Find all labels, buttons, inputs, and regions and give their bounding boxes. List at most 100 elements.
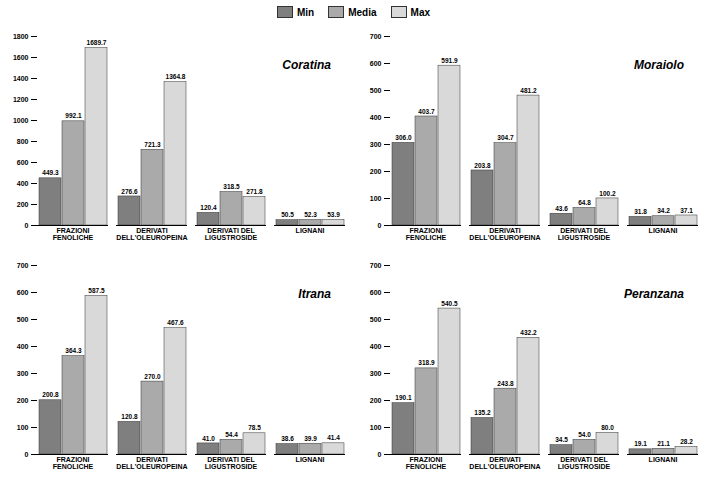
svg-text:400: 400 (370, 114, 382, 121)
svg-text:276.6: 276.6 (121, 188, 138, 195)
svg-text:80.0: 80.0 (601, 424, 614, 431)
svg-text:481.2: 481.2 (520, 87, 537, 94)
svg-text:600: 600 (370, 289, 382, 296)
svg-text:700: 700 (370, 262, 382, 269)
svg-text:53.9: 53.9 (327, 211, 340, 218)
svg-text:500: 500 (17, 316, 29, 323)
svg-text:19.1: 19.1 (634, 440, 647, 447)
svg-text:LIGNANI: LIGNANI (296, 456, 325, 463)
svg-text:600: 600 (17, 159, 29, 166)
svg-text:31.8: 31.8 (634, 208, 647, 215)
svg-text:1689.7: 1689.7 (87, 39, 107, 46)
svg-text:304.7: 304.7 (497, 134, 514, 141)
svg-text:400: 400 (370, 343, 382, 350)
svg-text:LIGNANI: LIGNANI (649, 456, 678, 463)
svg-text:21.1: 21.1 (657, 440, 670, 447)
svg-text:467.6: 467.6 (167, 319, 184, 326)
svg-text:318.5: 318.5 (223, 183, 240, 190)
svg-text:300: 300 (370, 141, 382, 148)
svg-text:318.9: 318.9 (418, 359, 435, 366)
svg-text:52.3: 52.3 (304, 211, 317, 218)
html-text:Moraiolo: Moraiolo (634, 58, 684, 72)
svg-text:0: 0 (378, 451, 382, 458)
svg-text:0: 0 (378, 222, 382, 229)
svg-text:135.2: 135.2 (474, 409, 491, 416)
svg-text:120.8: 120.8 (121, 413, 138, 420)
svg-text:FRAZIONIFENOLICHE: FRAZIONIFENOLICHE (53, 227, 94, 241)
svg-text:190.1: 190.1 (395, 394, 412, 401)
svg-text:41.0: 41.0 (202, 435, 215, 442)
svg-text:41.4: 41.4 (327, 434, 340, 441)
svg-text:271.8: 271.8 (246, 188, 263, 195)
svg-text:DERIVATIDELL'OLEUROPEINA: DERIVATIDELL'OLEUROPEINA (116, 227, 187, 241)
svg-text:364.3: 364.3 (65, 347, 82, 354)
svg-text:38.6: 38.6 (281, 435, 294, 442)
svg-text:300: 300 (370, 370, 382, 377)
svg-text:DERIVATI DELLIGUSTROSIDE: DERIVATI DELLIGUSTROSIDE (558, 227, 611, 241)
svg-text:1400: 1400 (13, 75, 29, 82)
svg-text:432.2: 432.2 (520, 329, 537, 336)
svg-text:1600: 1600 (13, 54, 29, 61)
svg-text:270.0: 270.0 (144, 373, 161, 380)
svg-text:500: 500 (370, 316, 382, 323)
svg-text:DERIVATIDELL'OLEUROPEINA: DERIVATIDELL'OLEUROPEINA (116, 456, 187, 470)
svg-text:54.4: 54.4 (225, 431, 238, 438)
svg-text:300: 300 (17, 370, 29, 377)
svg-text:FRAZIONIFENOLICHE: FRAZIONIFENOLICHE (406, 227, 447, 241)
svg-text:34.2: 34.2 (657, 207, 670, 214)
svg-text:200.8: 200.8 (42, 391, 59, 398)
svg-text:800: 800 (17, 138, 29, 145)
svg-text:600: 600 (17, 289, 29, 296)
svg-text:DERIVATIDELL'OLEUROPEINA: DERIVATIDELL'OLEUROPEINA (469, 456, 540, 470)
svg-text:0: 0 (25, 222, 29, 229)
svg-text:400: 400 (17, 180, 29, 187)
svg-text:992.1: 992.1 (65, 112, 82, 119)
svg-text:FRAZIONIFENOLICHE: FRAZIONIFENOLICHE (406, 456, 447, 470)
svg-text:200: 200 (370, 397, 382, 404)
svg-text:243.8: 243.8 (497, 380, 514, 387)
svg-text:700: 700 (17, 262, 29, 269)
svg-text:39.9: 39.9 (304, 435, 317, 442)
svg-text:400: 400 (17, 343, 29, 350)
svg-text:28.2: 28.2 (680, 438, 693, 445)
svg-text:50.5: 50.5 (281, 211, 294, 218)
svg-text:540.5: 540.5 (441, 300, 458, 307)
svg-text:100: 100 (370, 424, 382, 431)
svg-text:1364.8: 1364.8 (166, 73, 186, 80)
svg-text:200: 200 (370, 168, 382, 175)
svg-text:200: 200 (17, 201, 29, 208)
svg-text:587.5: 587.5 (88, 287, 105, 294)
svg-text:100: 100 (17, 424, 29, 431)
svg-text:600: 600 (370, 60, 382, 67)
svg-text:64.8: 64.8 (578, 199, 591, 206)
svg-text:500: 500 (370, 87, 382, 94)
svg-text:120.4: 120.4 (200, 204, 217, 211)
svg-text:FRAZIONIFENOLICHE: FRAZIONIFENOLICHE (53, 456, 94, 470)
svg-text:449.3: 449.3 (42, 169, 59, 176)
svg-text:1200: 1200 (13, 96, 29, 103)
svg-text:78.5: 78.5 (248, 424, 261, 431)
svg-text:LIGNANI: LIGNANI (649, 227, 678, 234)
svg-text:700: 700 (370, 33, 382, 40)
svg-text:100: 100 (370, 195, 382, 202)
svg-text:DERIVATI DELLIGUSTROSIDE: DERIVATI DELLIGUSTROSIDE (205, 227, 258, 241)
svg-text:721.3: 721.3 (144, 141, 161, 148)
svg-text:100.2: 100.2 (599, 190, 616, 197)
svg-text:1800: 1800 (13, 33, 29, 40)
svg-text:54.0: 54.0 (578, 431, 591, 438)
svg-text:200: 200 (17, 397, 29, 404)
svg-text:1000: 1000 (13, 117, 29, 124)
svg-text:203.8: 203.8 (474, 162, 491, 169)
svg-text:DERIVATI DELLIGUSTROSIDE: DERIVATI DELLIGUSTROSIDE (558, 456, 611, 470)
svg-text:DERIVATIDELL'OLEUROPEINA: DERIVATIDELL'OLEUROPEINA (469, 227, 540, 241)
svg-text:403.7: 403.7 (418, 108, 435, 115)
svg-text:34.5: 34.5 (555, 436, 568, 443)
svg-text:306.0: 306.0 (395, 134, 412, 141)
svg-text:LIGNANI: LIGNANI (296, 227, 325, 234)
svg-text:591.9: 591.9 (441, 57, 458, 64)
svg-text:0: 0 (25, 451, 29, 458)
svg-text:43.6: 43.6 (555, 205, 568, 212)
html-text:Coratina: Coratina (282, 58, 331, 72)
svg-text:DERIVATI DELLIGUSTROSIDE: DERIVATI DELLIGUSTROSIDE (205, 456, 258, 470)
svg-text:37.1: 37.1 (680, 207, 693, 214)
